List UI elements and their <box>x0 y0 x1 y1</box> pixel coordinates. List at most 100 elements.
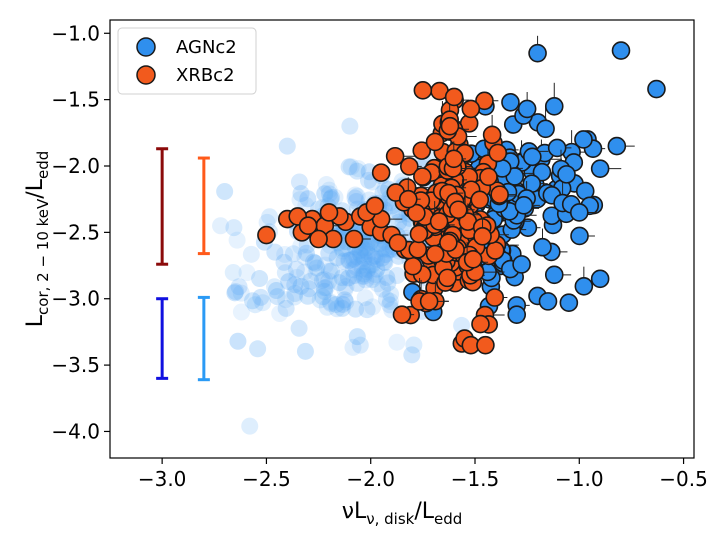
agn-faint-point <box>405 336 423 354</box>
agn-point <box>569 203 589 222</box>
agn-faint-point <box>232 284 250 302</box>
agn-faint-point <box>216 183 234 201</box>
agn-faint-point <box>339 269 357 287</box>
agn-faint-point <box>315 270 333 288</box>
agn-faint-point <box>291 191 309 209</box>
y-axis: −1.0 −1.5 −2.0 −2.5 −3.0 −3.5 −4.0 <box>51 21 110 443</box>
agn-point <box>512 255 531 274</box>
xrb-point <box>488 143 508 163</box>
agn-faint-point <box>378 268 396 286</box>
agn-faint-point <box>304 253 322 271</box>
legend-marker-agn <box>136 37 156 57</box>
agn-faint-point <box>363 256 381 274</box>
agn-faint-point <box>266 243 284 261</box>
agn-faint-point <box>292 185 310 203</box>
xrb-point <box>400 157 419 176</box>
xrb-point <box>419 292 439 311</box>
agn-faint-point <box>275 253 293 271</box>
agn-faint-point <box>320 272 338 290</box>
agn-faint-point <box>374 280 392 298</box>
agn-faint-point <box>373 239 391 257</box>
agn-faint-point <box>328 249 346 267</box>
agn-faint-point <box>316 185 334 203</box>
x-tick-label: −3.0 <box>138 467 187 491</box>
y-tick-label: −2.5 <box>51 220 100 244</box>
agn-faint-point <box>334 295 352 313</box>
x-axis-label: νLν, disk/Ledd <box>342 499 463 528</box>
x-tick-label: −2.5 <box>242 467 291 491</box>
agn-faint-point <box>351 336 369 354</box>
legend: AGNc2 XRBc2 <box>117 27 257 95</box>
agn-faint-point <box>277 291 295 309</box>
agn-faint-point <box>267 282 285 300</box>
agn-faint-point <box>327 295 345 313</box>
agn-faint-point <box>278 137 296 155</box>
agn-faint-point <box>364 298 382 316</box>
agn-faint-point <box>246 296 264 314</box>
agn-faint-point <box>333 299 351 317</box>
agn-faint-point <box>351 245 369 263</box>
agn-faint-point <box>347 258 365 276</box>
agn-faint-point <box>366 247 384 265</box>
agn-faint-point <box>292 277 310 295</box>
agn-faint-point <box>346 189 364 207</box>
agn-faint-point <box>334 242 352 260</box>
x-tick-label: −0.5 <box>659 467 708 491</box>
agn-point <box>647 79 666 99</box>
agn-faint-point <box>352 246 370 264</box>
agn-faint-point <box>351 256 369 274</box>
agn-faint-point <box>229 332 247 350</box>
agn-point <box>501 92 520 112</box>
agn-faint-point <box>358 301 376 319</box>
agn-faint-point <box>337 278 355 296</box>
agn-faint-point <box>369 275 387 293</box>
xrb-point <box>473 227 492 246</box>
agn-faint-point <box>268 288 286 306</box>
xrb-point <box>413 81 433 100</box>
agn-point <box>544 265 564 285</box>
xrb-point <box>344 229 364 249</box>
agn-faint-point <box>317 176 335 194</box>
agn-faint-point <box>326 188 344 206</box>
xrb-point <box>470 190 490 210</box>
agn-point <box>559 293 579 313</box>
xrb-point <box>398 189 418 209</box>
agn-faint-point <box>365 267 383 285</box>
agn-faint-point <box>308 259 326 277</box>
agn-scatter-light-errorbar <box>197 295 210 382</box>
xrb-point <box>407 203 426 223</box>
xrb-point <box>298 216 318 236</box>
agn-point <box>532 162 552 182</box>
agn-faint-point <box>306 254 324 272</box>
agn-faint-point <box>349 160 367 178</box>
agn-faint-point <box>388 333 406 351</box>
agn-faint-point <box>230 278 248 296</box>
agn-faint-point <box>296 248 314 266</box>
agn-point <box>507 305 527 324</box>
y-tick-label: −4.0 <box>51 419 100 443</box>
agn-faint-point <box>238 264 256 282</box>
agn-faint-point <box>376 254 394 272</box>
agn-faint-point <box>375 240 393 258</box>
xrb-point <box>482 125 502 145</box>
xrb-point <box>371 163 391 182</box>
xrb-point <box>409 224 429 244</box>
agn-faint-point <box>271 305 289 323</box>
agn-faint-point <box>357 271 375 289</box>
agn-faint-point <box>381 292 399 310</box>
agn-faint-point <box>227 283 245 301</box>
agn-faint-point <box>285 288 303 306</box>
agn-faint-point <box>336 291 354 309</box>
agn-faint-point <box>290 319 308 337</box>
xrb-point <box>429 212 449 231</box>
agn-faint-point <box>225 219 243 237</box>
agn-faint-point <box>355 253 373 271</box>
agn-faint-point <box>344 338 362 356</box>
agn-faint-point <box>287 260 305 278</box>
agn-faint-point <box>373 249 391 267</box>
xrb-scatter-dark-errorbar <box>156 147 169 266</box>
agn-faint-point <box>358 242 376 260</box>
agn-faint-point <box>330 274 348 292</box>
agn-faint-point <box>288 268 306 286</box>
